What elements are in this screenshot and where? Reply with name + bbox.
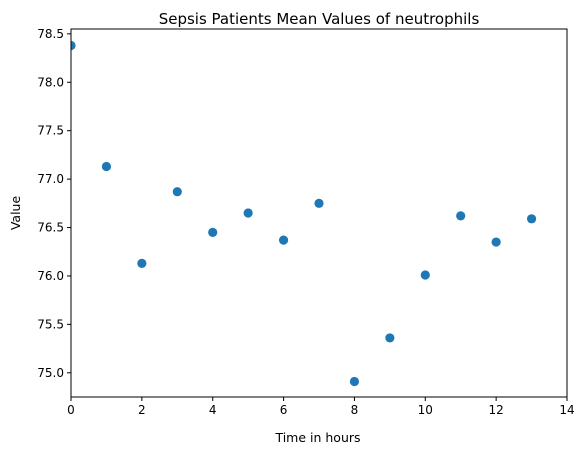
y-tick-label: 76.5 [37,221,64,235]
y-tick-label: 77.0 [37,172,64,186]
data-point [385,333,395,343]
y-tick-label: 76.0 [37,269,64,283]
data-point [491,237,501,247]
plot-frame [70,28,568,398]
axis-ticks: 0 2 4 6 8 10 12 14 75.0 75.5 76.0 76.5 77.0 77.5 78.0 7… [37,27,574,417]
data-point [71,40,76,51]
y-tick-label: 75.0 [37,366,64,380]
y-tick-label: 75.5 [37,317,64,331]
x-tick-label: 6 [280,403,288,417]
x-tick-label: 0 [67,403,75,417]
data-point [314,198,324,208]
data-point [208,227,218,237]
x-tick-label: 12 [489,403,504,417]
data-point [278,235,289,245]
x-tick-label: 10 [418,403,433,417]
x-axis-label: Time in hours [274,430,360,445]
x-tick-label: 8 [351,403,359,417]
data-point [349,376,360,387]
y-tick-label: 77.5 [37,124,64,138]
data-points [71,40,537,387]
data-point [420,270,430,280]
data-point [243,208,253,218]
y-axis-label: Value [8,196,23,231]
data-point [456,211,466,221]
data-point [101,161,112,172]
x-tick-label: 4 [209,403,217,417]
data-point [526,214,537,224]
x-tick-label: 14 [559,403,574,417]
chart-title: Sepsis Patients Mean Values of neutrophi… [159,10,480,28]
y-tick-label: 78.0 [37,75,64,89]
x-tick-label: 2 [138,403,146,417]
data-point [172,187,182,197]
data-point [137,258,147,268]
y-tick-label: 78.5 [37,27,64,41]
